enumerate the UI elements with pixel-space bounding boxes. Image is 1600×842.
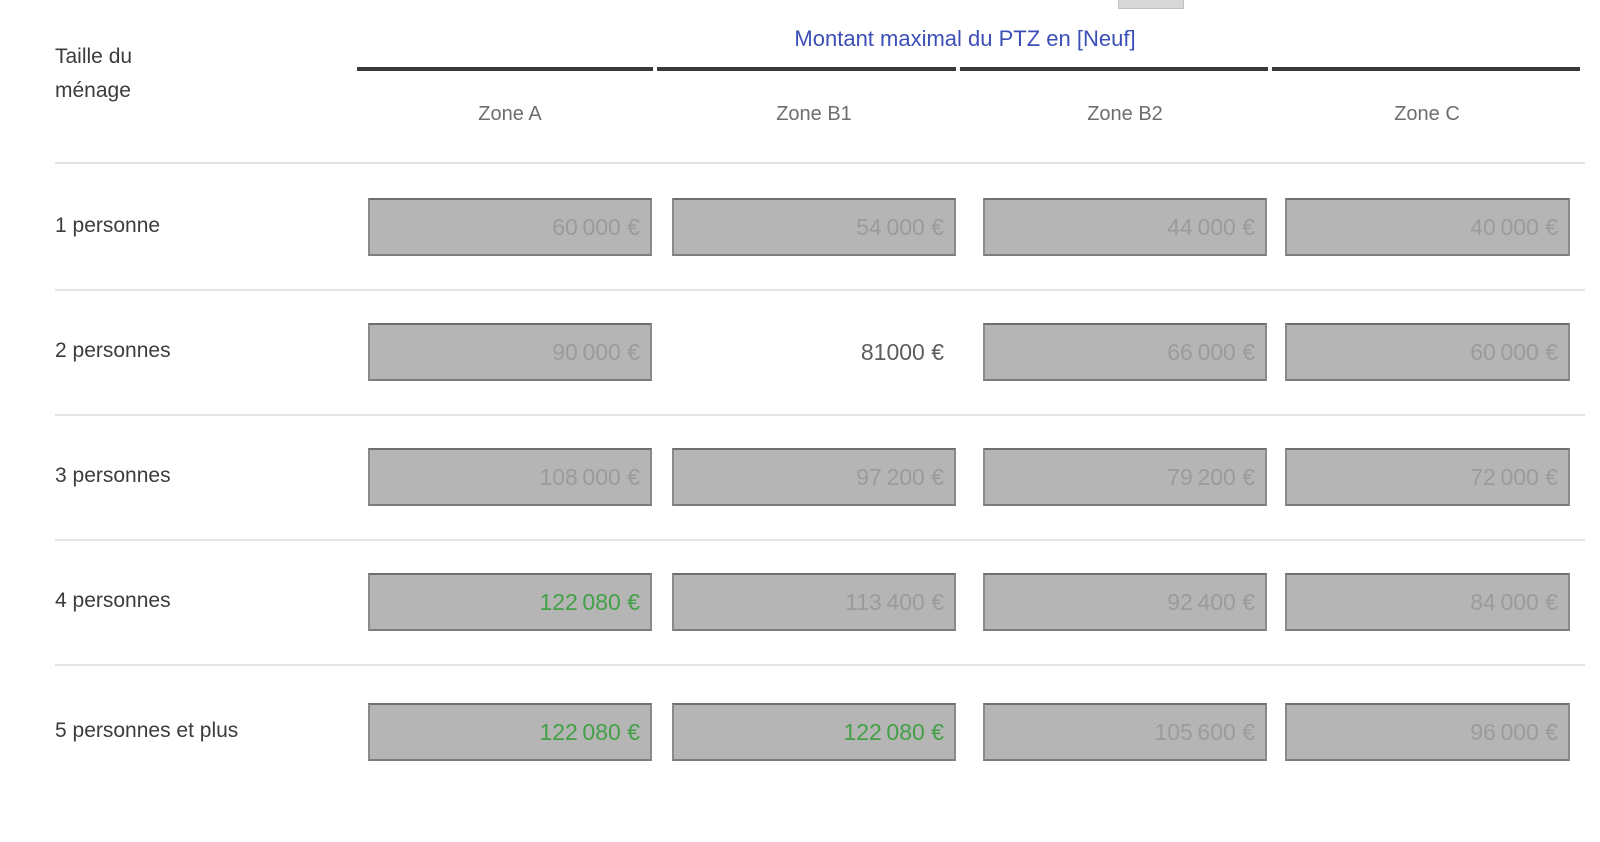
amount-field: 105 600 €: [983, 703, 1267, 761]
amount-field: 122 080 €: [368, 573, 652, 631]
row-divider: [55, 289, 1585, 291]
amount-field: 60 000 €: [1285, 323, 1570, 381]
row-header-household-size: Taille du ménage: [55, 40, 195, 108]
row-label-4-personnes: 4 personnes: [55, 589, 171, 612]
amount-field: 84 000 €: [1285, 573, 1570, 631]
row-label-5-personnes-et-plus: 5 personnes et plus: [55, 719, 239, 742]
amount-field: 113 400 €: [672, 573, 956, 631]
column-header-zone-b2: Zone B2: [1087, 103, 1163, 125]
amount-field: 108 000 €: [368, 448, 652, 506]
amount-field: 90 000 €: [368, 323, 652, 381]
amount-field: 40 000 €: [1285, 198, 1570, 256]
amount-field: 122 080 €: [368, 703, 652, 761]
row-header-line1: Taille du: [55, 45, 133, 68]
amount-field: 122 080 €: [672, 703, 956, 761]
column-header-zone-b1: Zone B1: [776, 103, 852, 125]
row-divider: [55, 162, 1585, 164]
row-label-3-personnes: 3 personnes: [55, 464, 171, 487]
amount-field: 54 000 €: [672, 198, 956, 256]
header-rule-zone-a: [357, 67, 653, 71]
row-label-2-personnes: 2 personnes: [55, 339, 171, 362]
column-header-zone-a: Zone A: [478, 103, 542, 125]
amount-field: 79 200 €: [983, 448, 1267, 506]
row-divider: [55, 414, 1585, 416]
amount-field: 97 200 €: [672, 448, 956, 506]
amount-field: 66 000 €: [983, 323, 1267, 381]
column-header-zone-c: Zone C: [1394, 103, 1460, 125]
row-header-line2: ménage: [55, 79, 131, 102]
amount-field: 60 000 €: [368, 198, 652, 256]
amount-field: 96 000 €: [1285, 703, 1570, 761]
amount-field: 44 000 €: [983, 198, 1267, 256]
amount-field: 92 400 €: [983, 573, 1267, 631]
clipped-element: [1118, 0, 1184, 9]
header-rule-zone-b2: [960, 67, 1268, 71]
header-rule-zone-c: [1272, 67, 1580, 71]
amount-field: 72 000 €: [1285, 448, 1570, 506]
row-divider: [55, 664, 1585, 666]
header-rule-zone-b1: [657, 67, 956, 71]
table-title: Montant maximal du PTZ en [Neuf]: [794, 26, 1136, 51]
amount-field-editable[interactable]: 81000 €: [860, 339, 944, 365]
row-divider: [55, 539, 1585, 541]
row-label-1-personne: 1 personne: [55, 214, 161, 237]
